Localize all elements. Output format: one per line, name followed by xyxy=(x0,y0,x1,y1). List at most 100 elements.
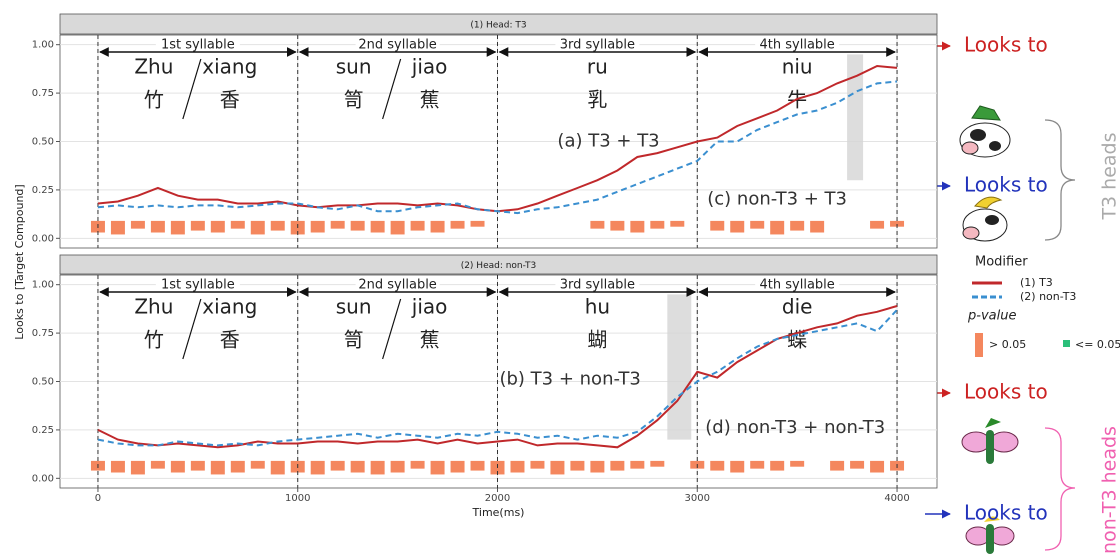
pvalue-bar xyxy=(350,460,365,473)
pinyin: Zhu xyxy=(134,55,173,79)
pvalue-bar xyxy=(430,220,445,233)
pvalue-bar xyxy=(110,460,125,473)
pvalue-bar xyxy=(210,220,225,233)
pvalue-bar xyxy=(130,460,145,475)
pvalue-bar xyxy=(810,220,825,233)
syllable-label: 1st syllable xyxy=(161,278,235,293)
group-label: T3 heads xyxy=(1099,132,1120,220)
label-bg xyxy=(155,277,240,291)
pvalue-bar xyxy=(350,220,365,231)
y-tick-label: 1.00 xyxy=(32,280,54,291)
pvalue-bar xyxy=(330,220,345,229)
pvalue-bar xyxy=(510,460,525,473)
pvalue-bar xyxy=(410,220,425,231)
y-tick-label: 1.00 xyxy=(32,40,54,51)
pvalue-bar xyxy=(770,220,785,235)
legend-label: > 0.05 xyxy=(989,338,1026,351)
pvalue-bar xyxy=(470,220,485,227)
pvalue-bar xyxy=(270,220,285,231)
pvalue-bar xyxy=(230,220,245,229)
pvalue-bar xyxy=(590,220,605,229)
pvalue-bar xyxy=(450,460,465,473)
hanzi: 蕉 xyxy=(420,328,440,352)
y-tick-label: 0.00 xyxy=(32,233,54,244)
legend-label: <= 0.05 xyxy=(1075,338,1120,351)
pvalue-bar xyxy=(650,220,665,229)
pvalue-bar xyxy=(310,460,325,475)
hanzi: 蕉 xyxy=(420,88,440,112)
pvalue-bar xyxy=(210,460,225,475)
condition-label: (d) non-T3 + non-T3 xyxy=(705,417,885,438)
pinyin: ru xyxy=(587,55,608,79)
cow-icon xyxy=(959,105,1011,158)
pvalue-bar xyxy=(870,220,885,229)
legend-label: (1) T3 xyxy=(1020,276,1053,289)
pinyin: xiang xyxy=(202,295,257,319)
pvalue-bar xyxy=(470,460,485,471)
pvalue-bar xyxy=(250,460,265,469)
y-tick-label: 0.75 xyxy=(32,88,54,99)
pinyin: jiao xyxy=(411,295,448,319)
pvalue-bar xyxy=(630,220,645,233)
pvalue-bar xyxy=(170,460,185,473)
pinyin: hu xyxy=(585,295,610,319)
pvalue-bar xyxy=(410,460,425,469)
y-tick-label: 0.50 xyxy=(32,137,54,148)
pinyin: jiao xyxy=(411,55,448,79)
series-line xyxy=(97,305,898,449)
looks-to-label: Looks to xyxy=(964,380,1048,404)
legend-title: p-value xyxy=(967,309,1016,324)
cow-icon xyxy=(962,196,1008,242)
pinyin: Zhu xyxy=(134,295,173,319)
pvalue-bar xyxy=(790,460,805,467)
pvalue-bar xyxy=(730,220,745,233)
strip xyxy=(59,13,938,35)
pvalue-bar xyxy=(230,460,245,473)
slash xyxy=(182,298,202,360)
x-tick-label: 3000 xyxy=(685,493,710,504)
pvalue-bar xyxy=(750,220,765,229)
hanzi: 蝴 xyxy=(587,328,607,352)
slash xyxy=(382,298,402,360)
x-tick-label: 2000 xyxy=(485,493,510,504)
pinyin: sun xyxy=(336,55,372,79)
syllable-label: 1st syllable xyxy=(161,38,235,53)
pvalue-bar xyxy=(790,220,805,231)
syllable-label: 4th syllable xyxy=(760,278,835,293)
looks-to-label: Looks to xyxy=(964,173,1048,197)
pvalue-bar xyxy=(370,220,385,233)
label-bg xyxy=(355,277,440,291)
pvalue-bar xyxy=(710,460,725,471)
strip xyxy=(59,254,938,275)
pvalue-bar xyxy=(450,220,465,229)
slash xyxy=(182,58,202,120)
panel-title: (2) Head: non-T3 xyxy=(461,261,537,271)
pvalue-bar xyxy=(890,220,905,227)
pvalue-bar xyxy=(130,220,145,229)
y-tick-label: 0.25 xyxy=(32,185,54,196)
pvalue-bar xyxy=(670,220,685,227)
pvalue-bar xyxy=(390,220,405,235)
hanzi: 笥 xyxy=(344,328,364,352)
pvalue-bar xyxy=(310,220,325,233)
pvalue-bar xyxy=(170,220,185,235)
label-bg xyxy=(555,37,640,51)
pinyin: sun xyxy=(336,295,372,319)
pvalue-bar xyxy=(830,460,845,471)
legend-swatch xyxy=(975,333,983,357)
pvalue-bar xyxy=(150,220,165,233)
hanzi: 乳 xyxy=(587,88,607,112)
x-tick-label: 1000 xyxy=(285,493,310,504)
pinyin: xiang xyxy=(202,55,257,79)
condition-label: (b) T3 + non-T3 xyxy=(499,369,640,390)
x-tick-label: 0 xyxy=(95,493,101,504)
pvalue-bar xyxy=(530,460,545,469)
pvalue-bar xyxy=(390,460,405,473)
looks-to-label: Looks to xyxy=(964,33,1048,57)
panel-title: (1) Head: T3 xyxy=(470,21,526,31)
pvalue-bar xyxy=(550,460,565,475)
y-tick-label: 0.75 xyxy=(32,328,54,339)
pvalue-bar xyxy=(330,460,345,471)
looks-to-label: Looks to xyxy=(964,501,1048,525)
